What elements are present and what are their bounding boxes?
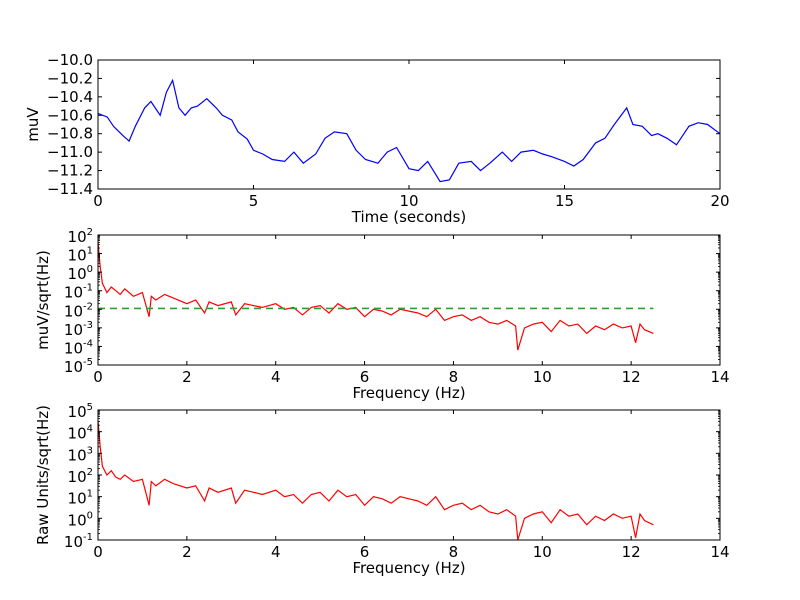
- x-tick-label: 6: [360, 543, 370, 561]
- y-tick-exponent: 4: [87, 424, 93, 435]
- x-tick-label: 10: [399, 192, 418, 210]
- x-tick-label: 8: [449, 543, 459, 561]
- x-tick-label: 6: [360, 368, 370, 386]
- plot-frame: [97, 59, 721, 190]
- y-tick-label: 102: [68, 227, 93, 246]
- y-tick-exponent: -3: [83, 320, 93, 331]
- y-tick-exponent: -2: [83, 301, 93, 312]
- x-tick-label: 2: [182, 543, 192, 561]
- y-tick-label: 10-1: [64, 283, 93, 302]
- plot-frame: [97, 409, 721, 541]
- y-axis-label: Raw Units/sqrt(Hz): [34, 405, 52, 545]
- x-tick-label: 0: [93, 192, 103, 210]
- y-tick-base: 10: [68, 490, 87, 508]
- x-tick-label: 20: [710, 192, 729, 210]
- x-axis-label: Frequency (Hz): [352, 559, 465, 577]
- panel-spectrum-raw: 0 2 4 6 8 10 12 1410-1100101102103104105Frequen…: [34, 402, 730, 577]
- x-tick-label: 0: [93, 368, 103, 386]
- y-tick-label: −11.2: [47, 162, 93, 180]
- y-tick-label: −10.6: [47, 106, 93, 124]
- y-tick-base: 10: [64, 358, 83, 376]
- y-tick-label: 105: [68, 402, 93, 421]
- y-tick-exponent: 2: [87, 467, 93, 478]
- panel-time-series: 0 5 10 15 20−11.4−11.2−11.0−10.8−10.6−10.4−1…: [24, 51, 730, 226]
- series-line-0: [97, 420, 654, 541]
- y-tick-label: −10.4: [47, 88, 93, 106]
- y-tick-label: −10.0: [47, 51, 93, 69]
- y-tick-label: 100: [68, 510, 93, 529]
- plot-frame: [97, 234, 721, 366]
- y-tick-label: 102: [68, 467, 93, 486]
- y-tick-base: 10: [64, 339, 83, 357]
- y-tick-base: 10: [68, 425, 87, 443]
- y-tick-exponent: -4: [83, 338, 93, 349]
- y-tick-label: −11.0: [47, 143, 93, 161]
- x-axis-label: Frequency (Hz): [352, 384, 465, 402]
- y-tick-label: 10-5: [64, 357, 93, 376]
- x-tick-label: 12: [622, 543, 641, 561]
- x-tick-label: 4: [271, 543, 281, 561]
- x-tick-label: 0: [93, 543, 103, 561]
- y-tick-base: 10: [68, 511, 87, 529]
- y-tick-base: 10: [68, 247, 87, 265]
- x-tick-label: 12: [622, 368, 641, 386]
- y-tick-label: 100: [68, 264, 93, 283]
- y-tick-exponent: 1: [87, 489, 93, 500]
- y-tick-label: 10-4: [64, 338, 93, 357]
- y-axis-label: muV/sqrt(Hz): [34, 250, 52, 350]
- y-tick-exponent: 2: [87, 227, 93, 238]
- y-tick-label: 103: [68, 445, 93, 464]
- y-tick-base: 10: [68, 228, 87, 246]
- y-tick-exponent: 0: [87, 264, 93, 275]
- y-axis-label: muV: [24, 107, 42, 142]
- series-line-0: [97, 78, 721, 183]
- y-tick-label: 104: [68, 424, 93, 443]
- x-tick-label: 14: [710, 368, 729, 386]
- x-tick-label: 4: [271, 368, 281, 386]
- y-tick-label: 101: [68, 246, 93, 265]
- x-tick-label: 2: [182, 368, 192, 386]
- y-tick-label: −11.4: [47, 180, 93, 198]
- x-tick-label: 8: [449, 368, 459, 386]
- y-tick-base: 10: [64, 533, 83, 551]
- y-tick-base: 10: [68, 403, 87, 421]
- y-tick-base: 10: [68, 468, 87, 486]
- x-tick-label: 10: [533, 368, 552, 386]
- y-tick-exponent: 5: [87, 402, 93, 413]
- y-tick-base: 10: [64, 321, 83, 339]
- y-tick-label: 10-2: [64, 301, 93, 320]
- x-axis-label: Time (seconds): [351, 208, 467, 226]
- y-tick-exponent: -1: [83, 283, 93, 294]
- y-tick-base: 10: [64, 302, 83, 320]
- y-tick-base: 10: [64, 284, 83, 302]
- y-tick-exponent: 3: [87, 445, 93, 456]
- y-tick-label: −10.2: [47, 69, 93, 87]
- x-tick-label: 15: [555, 192, 574, 210]
- y-tick-exponent: 1: [87, 246, 93, 257]
- y-tick-label: 10-3: [64, 320, 93, 339]
- x-tick-label: 14: [710, 543, 729, 561]
- x-tick-label: 10: [533, 543, 552, 561]
- y-tick-base: 10: [68, 265, 87, 283]
- y-tick-base: 10: [68, 446, 87, 464]
- x-tick-label: 5: [249, 192, 259, 210]
- y-tick-exponent: 0: [87, 510, 93, 521]
- series-line-0: [97, 242, 654, 351]
- y-tick-label: 10-1: [64, 532, 93, 551]
- y-tick-label: −10.8: [47, 125, 93, 143]
- y-tick-label: 101: [68, 489, 93, 508]
- y-tick-exponent: -1: [83, 532, 93, 543]
- panel-spectrum-muv: 0 2 4 6 8 10 12 1410-510-410-310-210-1100101102…: [34, 227, 730, 402]
- y-tick-exponent: -5: [83, 357, 93, 368]
